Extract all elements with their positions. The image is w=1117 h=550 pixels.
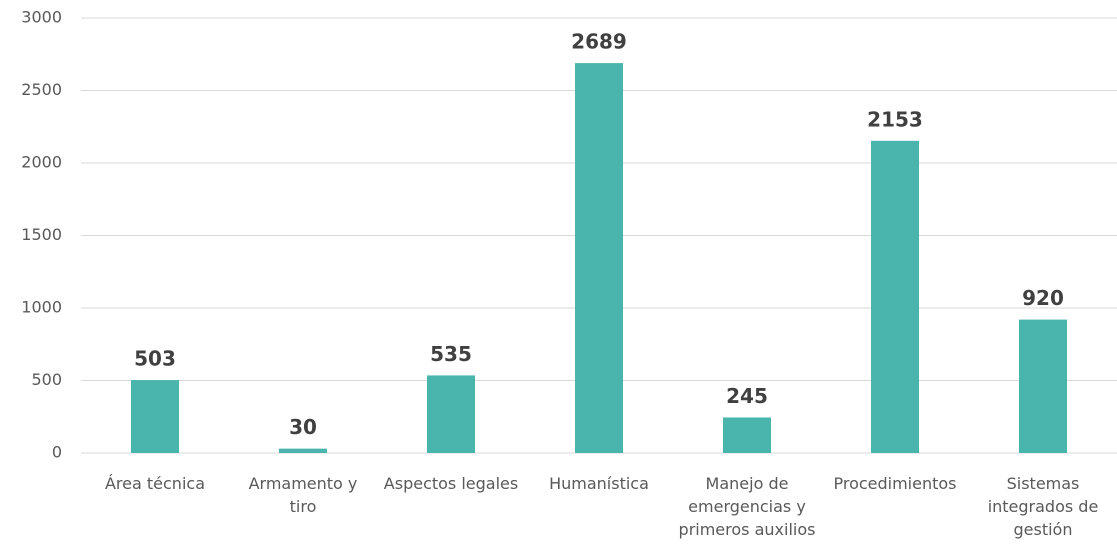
y-tick-label: 3000: [21, 8, 62, 27]
data-label: 245: [726, 384, 768, 408]
x-tick-label: Procedimientos: [833, 474, 957, 493]
bar: [723, 417, 771, 453]
data-label: 503: [134, 347, 176, 371]
x-tick-label: Aspectos legales: [383, 474, 519, 493]
x-tick-label: Sistemas integrados de gestión: [987, 474, 1099, 539]
x-tick-label: Humanística: [549, 474, 649, 493]
y-tick-label: 2500: [21, 80, 62, 99]
bar: [279, 448, 327, 453]
y-tick-label: 500: [31, 370, 62, 389]
data-label: 920: [1022, 286, 1064, 310]
data-label: 535: [430, 342, 472, 366]
bar: [871, 140, 919, 453]
y-tick-label: 1000: [21, 298, 62, 317]
x-tick-label: Armamento y tiro: [248, 474, 358, 516]
data-label: 2153: [867, 107, 923, 131]
data-label: 30: [289, 415, 317, 439]
y-tick-label: 2000: [21, 153, 62, 172]
x-tick-label: Área técnica: [104, 474, 205, 493]
bar: [575, 63, 623, 453]
bar: [131, 380, 179, 453]
data-label: 2689: [571, 30, 627, 54]
bar: [1019, 319, 1067, 453]
y-tick-label: 0: [52, 443, 62, 462]
y-tick-label: 1500: [21, 225, 62, 244]
x-tick-label: Manejo de emergencias y primeros auxilio…: [678, 474, 816, 539]
bar: [427, 375, 475, 453]
